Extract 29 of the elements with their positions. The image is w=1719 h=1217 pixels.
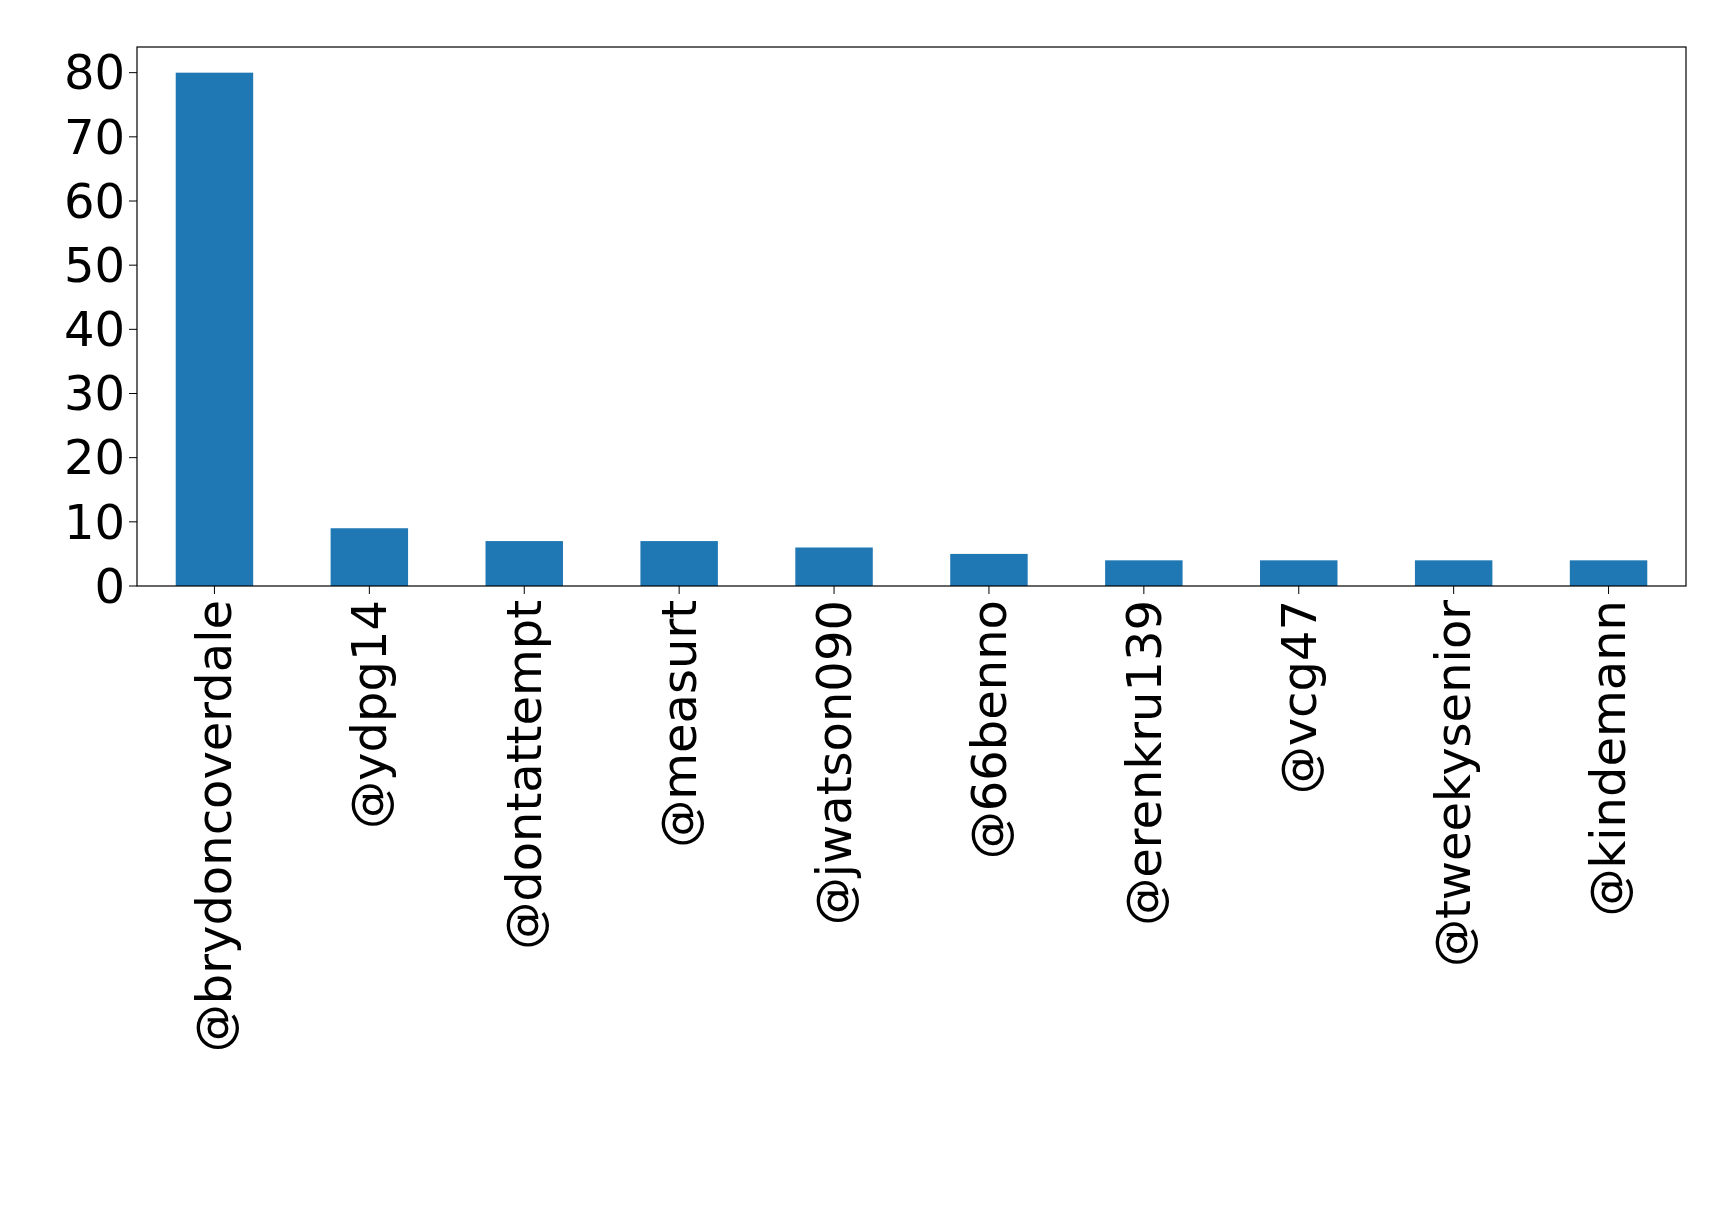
y-tick-label: 70 bbox=[63, 108, 125, 165]
y-tick-label: 50 bbox=[63, 236, 125, 293]
x-tick-label: @jwatson090 bbox=[805, 600, 862, 926]
bar bbox=[950, 553, 1028, 586]
y-tick-label: 10 bbox=[63, 493, 125, 550]
bar bbox=[1260, 560, 1338, 586]
bar bbox=[175, 72, 254, 586]
x-tick-label: @brydoncoverdale bbox=[186, 600, 243, 1053]
bar bbox=[485, 541, 563, 586]
x-tick-label: @measurt bbox=[650, 600, 707, 848]
bar bbox=[1414, 560, 1493, 586]
bar bbox=[640, 541, 718, 586]
y-tick-label: 60 bbox=[63, 172, 125, 229]
bar bbox=[795, 547, 873, 586]
bar bbox=[1105, 560, 1183, 586]
x-tick-label: @vcg47 bbox=[1270, 600, 1327, 795]
y-tick-label: 30 bbox=[63, 365, 125, 422]
x-tick-label: @tweekysenior bbox=[1425, 599, 1482, 968]
x-tick-label: @66benno bbox=[960, 600, 1017, 860]
y-tick-label: 0 bbox=[94, 557, 125, 614]
x-tick-label: @ydpg14 bbox=[341, 600, 398, 829]
bar bbox=[330, 528, 409, 586]
bar bbox=[1569, 560, 1648, 586]
y-tick-label: 20 bbox=[63, 429, 125, 486]
x-tick-label: @kindemann bbox=[1580, 600, 1637, 917]
x-tick-label: @erenkru139 bbox=[1115, 600, 1172, 926]
y-tick-label: 40 bbox=[63, 301, 125, 358]
y-tick-label: 80 bbox=[63, 44, 125, 101]
x-tick-label: @dontattempt bbox=[496, 600, 553, 950]
